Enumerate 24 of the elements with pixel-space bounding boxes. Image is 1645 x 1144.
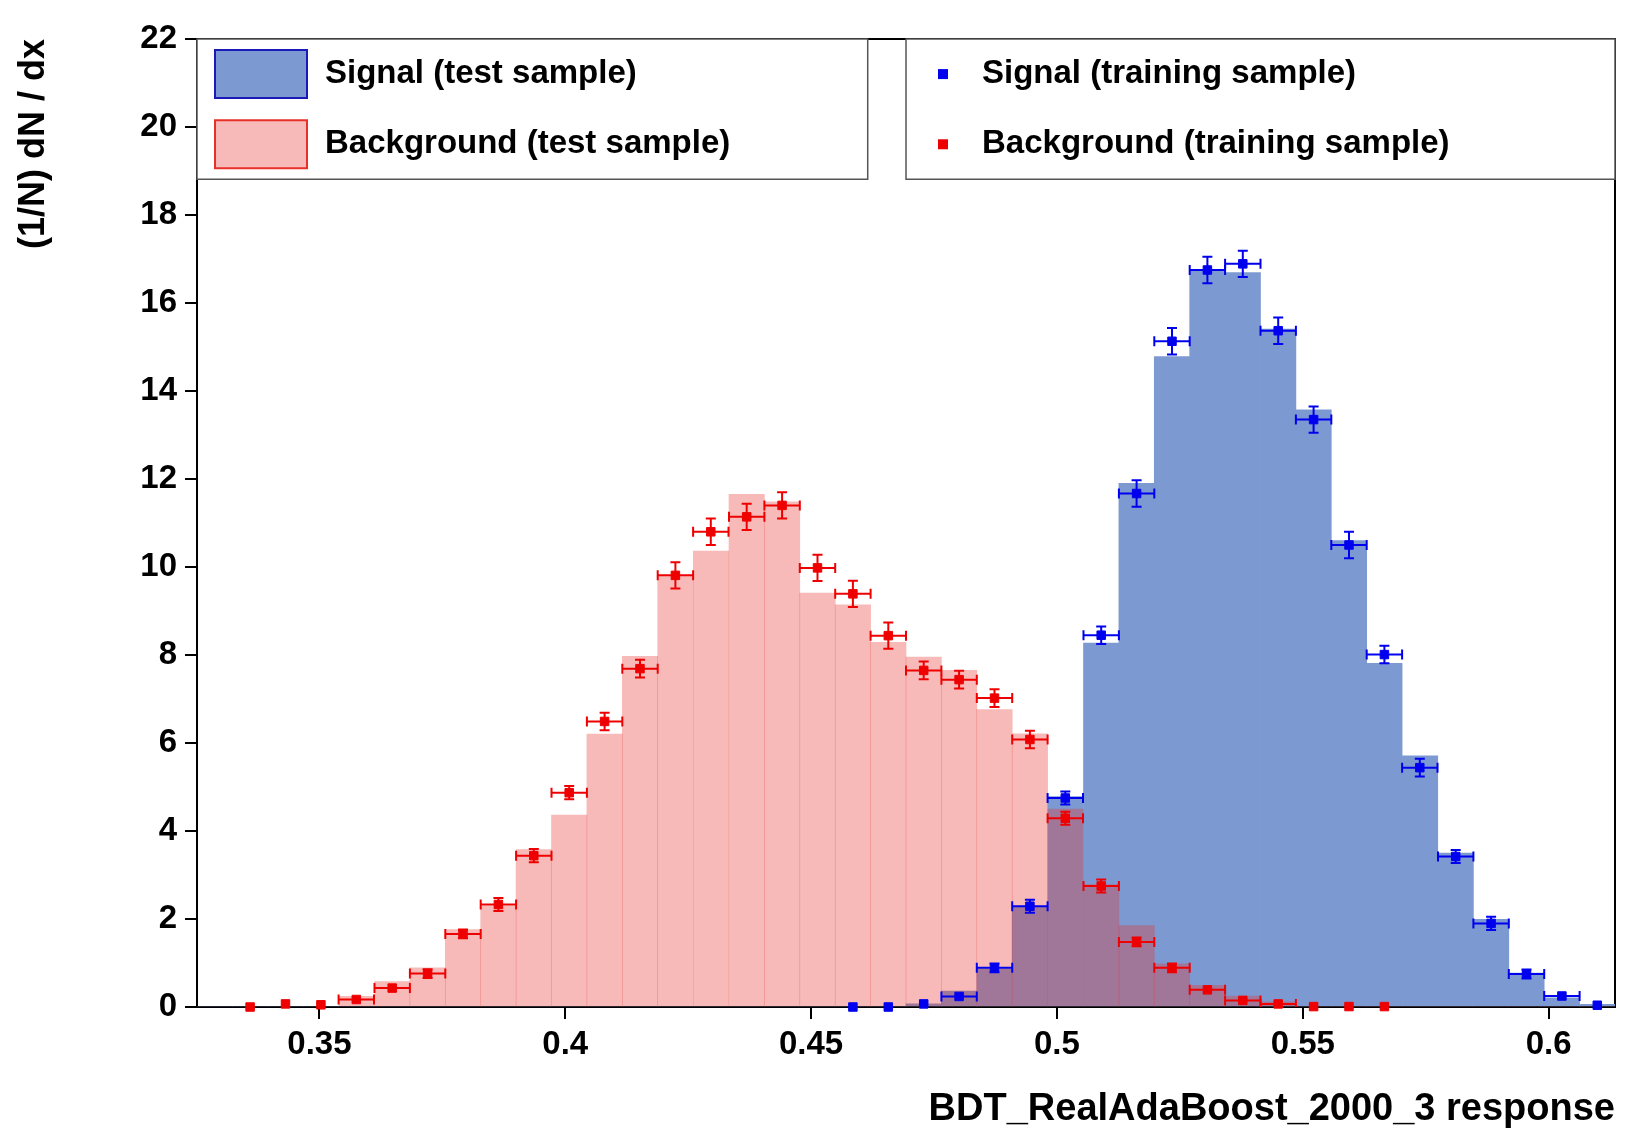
y-tick-label: 20 — [140, 106, 177, 144]
y-tick-label: 10 — [140, 546, 177, 584]
y-tick-label: 16 — [140, 282, 177, 320]
legend-label: Background (test sample) — [325, 123, 731, 161]
x-tick-label: 0.45 — [778, 1023, 844, 1061]
y-axis-title: (1/N) dN / dx — [10, 39, 52, 250]
x-axis-title: BDT_RealAdaBoost_2000_3 response — [928, 1085, 1615, 1128]
y-tick-label: 4 — [158, 810, 178, 848]
x-tick-label: 0.55 — [1270, 1023, 1335, 1061]
y-tick-label: 2 — [158, 898, 177, 936]
legend-label: Signal (training sample) — [982, 53, 1357, 91]
x-tick-label: 0.35 — [287, 1023, 352, 1061]
y-tick-label: 8 — [158, 634, 177, 672]
y-tick-label: 0 — [158, 986, 177, 1024]
y-tick-label: 6 — [158, 722, 177, 760]
x-tick-label: 0.5 — [1034, 1023, 1080, 1061]
y-tick-label: 12 — [140, 458, 177, 496]
y-tick-label: 14 — [140, 370, 178, 408]
legend-label: Signal (test sample) — [325, 53, 637, 91]
y-tick-label: 22 — [140, 18, 177, 56]
y-tick-label: 18 — [140, 194, 177, 232]
x-tick-label: 0.4 — [542, 1023, 589, 1061]
legend-label: Background (training sample) — [982, 123, 1450, 161]
x-tick-label: 0.6 — [1525, 1023, 1572, 1061]
